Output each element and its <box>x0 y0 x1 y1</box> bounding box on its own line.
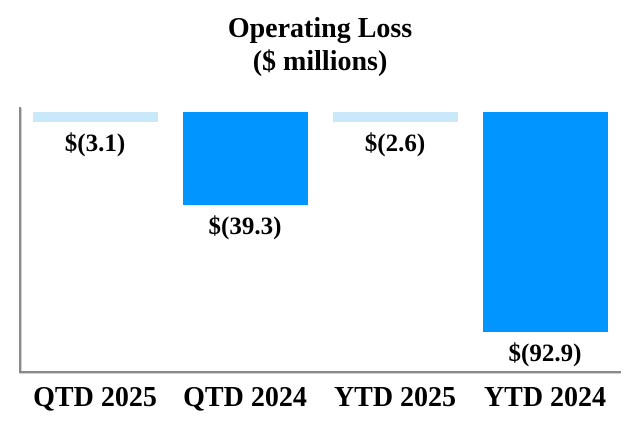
bar-ytd-2025 <box>332 112 458 122</box>
chart-title: Operating Loss <box>227 13 413 44</box>
value-label-ytd-2024: $(92.9) <box>508 340 582 367</box>
value-label-ytd-2025: $(2.6) <box>364 130 426 157</box>
bar-qtd-2024 <box>182 112 308 205</box>
category-label-ytd-2024: YTD 2024 <box>483 382 607 413</box>
x-axis-line <box>19 371 621 373</box>
chart-title-block: Operating Loss ($ millions) <box>0 12 640 78</box>
y-axis-line <box>19 107 21 373</box>
value-label-qtd-2025: $(3.1) <box>64 130 126 157</box>
chart-subtitle: ($ millions) <box>252 46 388 77</box>
value-label-qtd-2024: $(39.3) <box>208 213 282 240</box>
category-label-ytd-2025: YTD 2025 <box>333 382 457 413</box>
category-label-qtd-2024: QTD 2024 <box>183 382 307 413</box>
bar-qtd-2025 <box>32 112 158 122</box>
category-label-qtd-2025: QTD 2025 <box>33 382 157 413</box>
bar-ytd-2024 <box>482 112 608 332</box>
